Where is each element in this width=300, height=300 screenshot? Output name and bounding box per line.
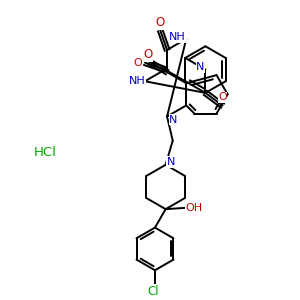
Text: N: N xyxy=(169,115,178,125)
Text: N: N xyxy=(196,62,205,72)
Text: N: N xyxy=(167,157,175,167)
Text: NH: NH xyxy=(128,76,145,86)
Text: O: O xyxy=(143,48,152,61)
Text: O: O xyxy=(134,58,142,68)
Text: NH: NH xyxy=(169,32,186,43)
Text: HCl: HCl xyxy=(33,146,56,158)
Text: Cl: Cl xyxy=(148,285,159,298)
Text: O: O xyxy=(218,92,227,102)
Text: OH: OH xyxy=(185,203,203,213)
Text: O: O xyxy=(156,16,165,29)
